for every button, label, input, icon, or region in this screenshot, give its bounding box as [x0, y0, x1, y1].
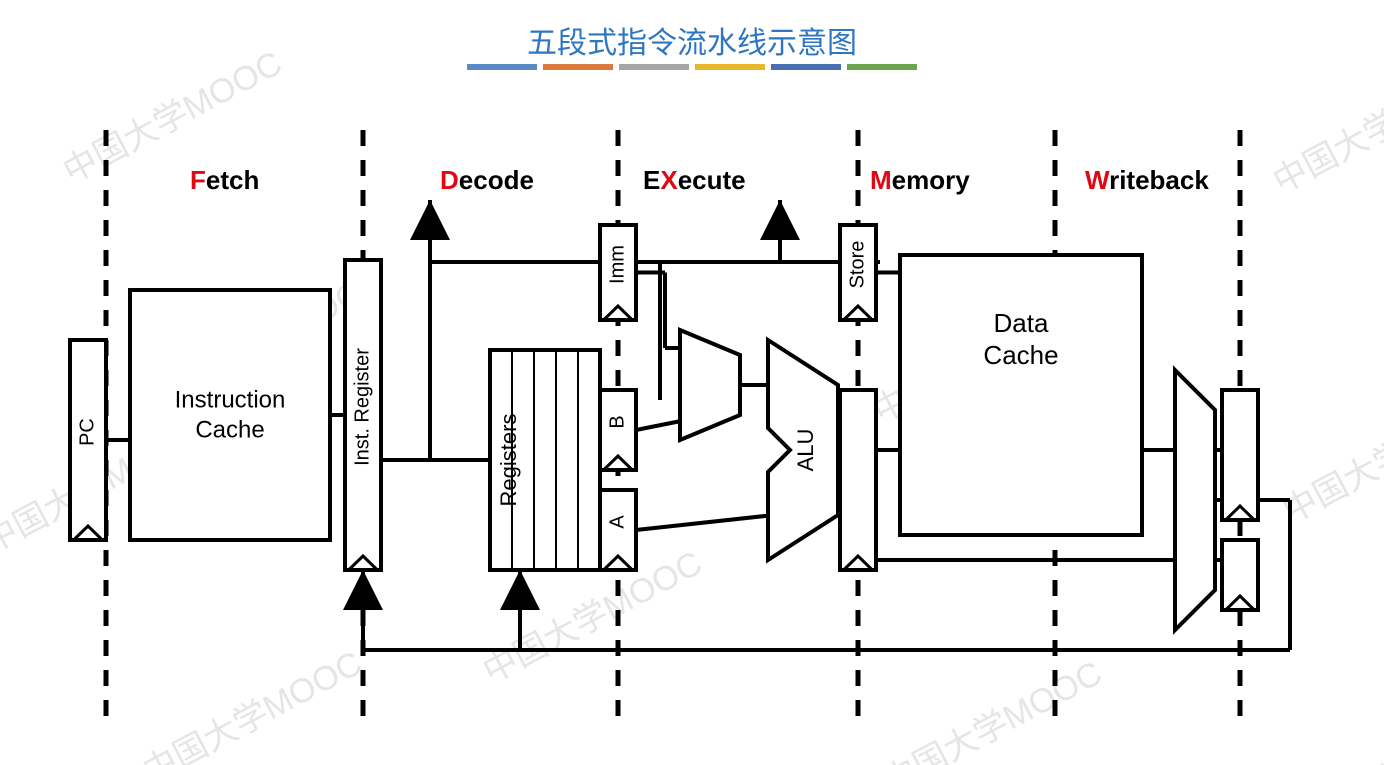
svg-text:Store: Store — [846, 241, 868, 289]
pipeline-diagram: PC Instruction Cache Inst. Register Register… — [0, 0, 1384, 765]
decode-mux — [680, 330, 740, 440]
latch-b — [600, 390, 636, 470]
svg-text:Imm: Imm — [606, 245, 628, 284]
latch-a — [600, 490, 636, 570]
latch-mem-2 — [1222, 540, 1258, 610]
latch-alu-out — [840, 390, 876, 570]
svg-text:Registers: Registers — [496, 414, 521, 507]
svg-text:A: A — [606, 515, 628, 529]
svg-text:B: B — [606, 415, 628, 428]
svg-text:ALU: ALU — [793, 429, 818, 472]
svg-text:Data: Data — [994, 308, 1049, 338]
svg-text:Cache: Cache — [983, 340, 1058, 370]
svg-text:Instruction: Instruction — [175, 386, 286, 413]
writeback-mux — [1175, 370, 1215, 630]
latch-mem-1 — [1222, 390, 1258, 520]
svg-text:Cache: Cache — [195, 416, 264, 443]
svg-text:Inst. Register: Inst. Register — [351, 348, 373, 466]
svg-text:PC: PC — [76, 418, 98, 446]
